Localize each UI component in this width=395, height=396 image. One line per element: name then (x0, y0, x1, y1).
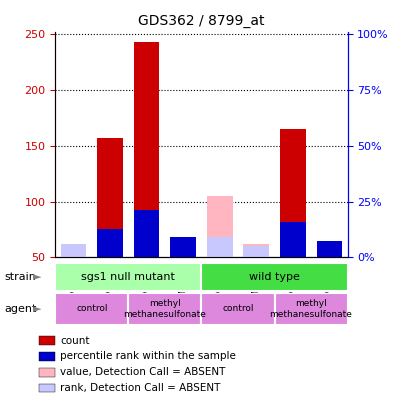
Bar (55, 293, 128, 325)
Bar (39, 368, 55, 377)
Text: agent: agent (4, 304, 36, 314)
Text: control: control (222, 305, 254, 313)
Text: methyl
methanesulfonate: methyl methanesulfonate (270, 299, 352, 318)
Text: strain: strain (4, 272, 36, 282)
Bar (207, 237, 233, 257)
Text: rank, Detection Call = ABSENT: rank, Detection Call = ABSENT (60, 383, 220, 393)
Bar (61, 244, 87, 257)
Bar (275, 293, 348, 325)
Bar (207, 196, 233, 257)
Bar (280, 129, 306, 257)
Bar (201, 263, 348, 291)
Bar (280, 222, 306, 257)
Bar (201, 293, 275, 325)
Text: sgs1 null mutant: sgs1 null mutant (81, 272, 175, 282)
Bar (55, 263, 201, 291)
Text: wild type: wild type (249, 272, 300, 282)
Bar (243, 246, 269, 257)
Bar (134, 210, 160, 257)
Bar (243, 244, 269, 257)
Text: ►: ► (33, 272, 42, 282)
Text: value, Detection Call = ABSENT: value, Detection Call = ABSENT (60, 367, 225, 377)
Bar (97, 138, 123, 257)
Bar (316, 241, 342, 257)
Text: count: count (60, 335, 89, 346)
Bar (39, 336, 55, 345)
Bar (128, 293, 201, 325)
Bar (39, 352, 55, 361)
Bar (97, 229, 123, 257)
Bar (134, 42, 160, 257)
Bar (170, 237, 196, 257)
Text: methyl
methanesulfonate: methyl methanesulfonate (124, 299, 206, 318)
Text: percentile rank within the sample: percentile rank within the sample (60, 351, 236, 362)
Bar (39, 384, 55, 392)
Bar (61, 244, 87, 257)
Text: control: control (76, 305, 107, 313)
Title: GDS362 / 8799_at: GDS362 / 8799_at (138, 14, 265, 28)
Text: ►: ► (33, 304, 42, 314)
